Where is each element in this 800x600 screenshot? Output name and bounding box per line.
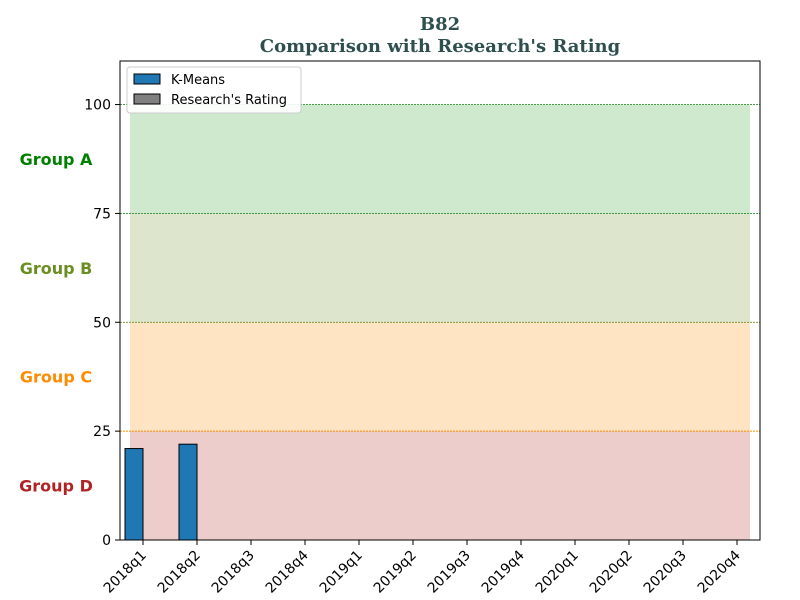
rating-bands (120, 104, 760, 540)
x-tick-label: 2018q3 (209, 548, 258, 597)
x-tick-label: 2019q3 (425, 548, 474, 597)
x-tick-label: 2018q2 (155, 548, 204, 597)
bar-k-means-2018q1 (124, 448, 144, 541)
group-label-b: Group B (20, 259, 93, 278)
x-tick-label: 2018q1 (101, 548, 150, 597)
legend-label: K-Means (171, 73, 225, 88)
x-tick-label: 2020q2 (587, 548, 636, 597)
x-tick-label: 2020q4 (695, 547, 744, 596)
legend: K-Means Research's Rating (126, 66, 302, 114)
chart-title: B82 (420, 14, 460, 35)
group-label-a: Group A (20, 150, 93, 169)
legend-box (126, 66, 302, 114)
y-tick-label: 25 (93, 424, 111, 440)
legend-label: Research's Rating (171, 93, 287, 108)
x-tick-label: 2019q2 (371, 548, 420, 597)
rating-band-0 (130, 104, 750, 214)
x-tick-label: 2019q4 (479, 547, 528, 596)
y-tick-label: 50 (93, 315, 111, 331)
y-tick-label: 75 (93, 206, 111, 222)
x-tick-label: 2019q1 (317, 548, 366, 597)
plot-frame (119, 60, 761, 541)
bars (124, 443, 198, 541)
legend-swatch-research-s-rating (133, 93, 161, 105)
group-label-c: Group C (20, 368, 92, 387)
bar-k-means-2018q2 (178, 443, 198, 541)
group-label-d: Group D (19, 477, 93, 496)
rating-band-3 (130, 431, 750, 540)
rating-band-1 (130, 213, 750, 323)
rating-band-2 (130, 322, 750, 432)
legend-swatch-k-means (133, 73, 161, 85)
x-tick-label: 2020q3 (641, 548, 690, 597)
y-tick-label: 100 (84, 98, 111, 114)
y-tick-label: 0 (102, 533, 111, 549)
x-tick-label: 2020q1 (533, 548, 582, 597)
x-tick-label: 2018q4 (263, 547, 312, 596)
chart-subtitle: Comparison with Research's Rating (260, 36, 621, 57)
group-labels: Group A Group B Group C Group D (19, 150, 93, 496)
